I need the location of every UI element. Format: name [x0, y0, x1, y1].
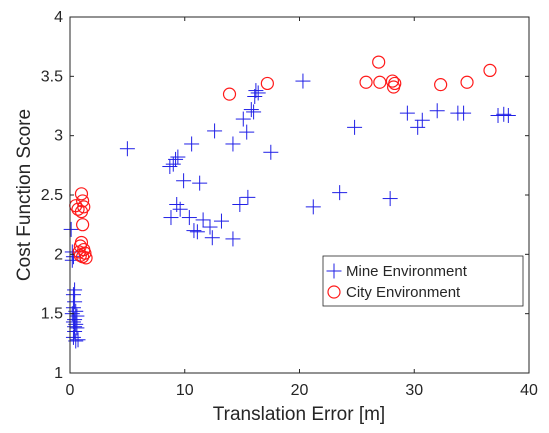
x-tick-label: 0 [66, 382, 75, 399]
y-tick-label: 2.5 [41, 187, 63, 204]
city-point [71, 202, 85, 216]
mine-point [429, 103, 445, 119]
y-axis-label: Cost Function Score [14, 109, 35, 281]
mine-point [176, 173, 192, 189]
city-point [483, 63, 497, 78]
mine-point [181, 210, 197, 226]
city-point [73, 248, 87, 263]
legend: Mine Environment City Environment [322, 255, 524, 307]
mine-point [163, 210, 179, 226]
legend-plus-marker [326, 263, 342, 279]
mine-point [225, 136, 241, 152]
city-point [74, 187, 89, 201]
y-tick-label: 3.5 [41, 68, 63, 85]
y-tick-label: 1 [54, 365, 63, 382]
mine-point [347, 119, 363, 135]
mine-point [414, 112, 430, 128]
city-point [73, 239, 87, 253]
mine-point [68, 316, 84, 332]
mine-point [192, 175, 208, 191]
mine-point [189, 224, 205, 240]
mine-point [225, 231, 241, 247]
mine-point [456, 105, 472, 121]
mine-point [119, 141, 135, 157]
city-point [359, 75, 373, 89]
mine-point [172, 201, 188, 217]
mine-point [305, 199, 321, 215]
plot-area [70, 17, 529, 373]
mine-point [239, 124, 255, 140]
mine-point [207, 123, 223, 139]
axis-ticks: 0 10 20 30 40 1 1.5 2 2.5 3 3.5 4 [41, 9, 538, 399]
legend-entry-city: City Environment [327, 284, 461, 301]
legend-entry-mine: Mine Environment [326, 263, 468, 280]
mine-point [247, 89, 263, 105]
city-point [79, 251, 93, 265]
mine-point [186, 223, 202, 239]
legend-marker-circle [327, 285, 341, 299]
mine-point [65, 287, 81, 303]
legend-label-city: City Environment [346, 284, 461, 301]
mine-point [240, 189, 256, 205]
city-point [76, 218, 90, 232]
mine-point [168, 151, 184, 167]
mine-point [332, 185, 348, 201]
mine-point [195, 212, 211, 228]
mine-point [202, 219, 218, 235]
mine-point [235, 111, 251, 127]
city-point [434, 78, 448, 92]
mine-point [70, 332, 86, 348]
x-axis-label: Translation Error [m] [213, 404, 385, 425]
city-point [388, 76, 402, 91]
mine-point [162, 159, 178, 175]
legend-label-mine: Mine Environment [346, 263, 468, 280]
y-tick-label: 4 [54, 9, 63, 26]
mine-point [232, 196, 248, 212]
mine-point [243, 102, 259, 118]
mine-point [295, 73, 311, 89]
data-marks [63, 55, 516, 349]
x-tick-label: 30 [405, 382, 423, 399]
mine-point [63, 221, 79, 237]
mine-point [250, 85, 266, 101]
legend-marker-plus [326, 263, 342, 279]
mine-point [213, 213, 229, 229]
legend-circle-marker [327, 285, 341, 299]
city-point [222, 87, 237, 101]
city-point [76, 194, 90, 208]
mine-point [263, 144, 279, 160]
legend-box [322, 255, 524, 307]
mine-point [246, 104, 262, 120]
city-point [372, 55, 386, 69]
x-tick-label: 20 [291, 382, 309, 399]
mine-point [500, 107, 516, 123]
city-point [74, 205, 89, 219]
mine-point [399, 105, 415, 121]
city-point [260, 76, 274, 91]
y-tick-label: 3 [54, 128, 63, 145]
mine-point [65, 300, 81, 316]
mine-point [170, 149, 186, 165]
x-tick-label: 40 [520, 382, 538, 399]
y-tick-label: 2 [54, 246, 63, 263]
mine-point [184, 136, 200, 152]
city-point [460, 75, 474, 89]
x-tick-label: 10 [176, 382, 194, 399]
mine-point [382, 191, 398, 207]
mine-point [248, 83, 264, 99]
mine-point [68, 333, 84, 349]
mine-point [69, 320, 85, 336]
mine-point [204, 230, 220, 246]
city-point [373, 75, 387, 89]
y-tick-label: 1.5 [41, 306, 63, 323]
city-point [385, 74, 400, 88]
